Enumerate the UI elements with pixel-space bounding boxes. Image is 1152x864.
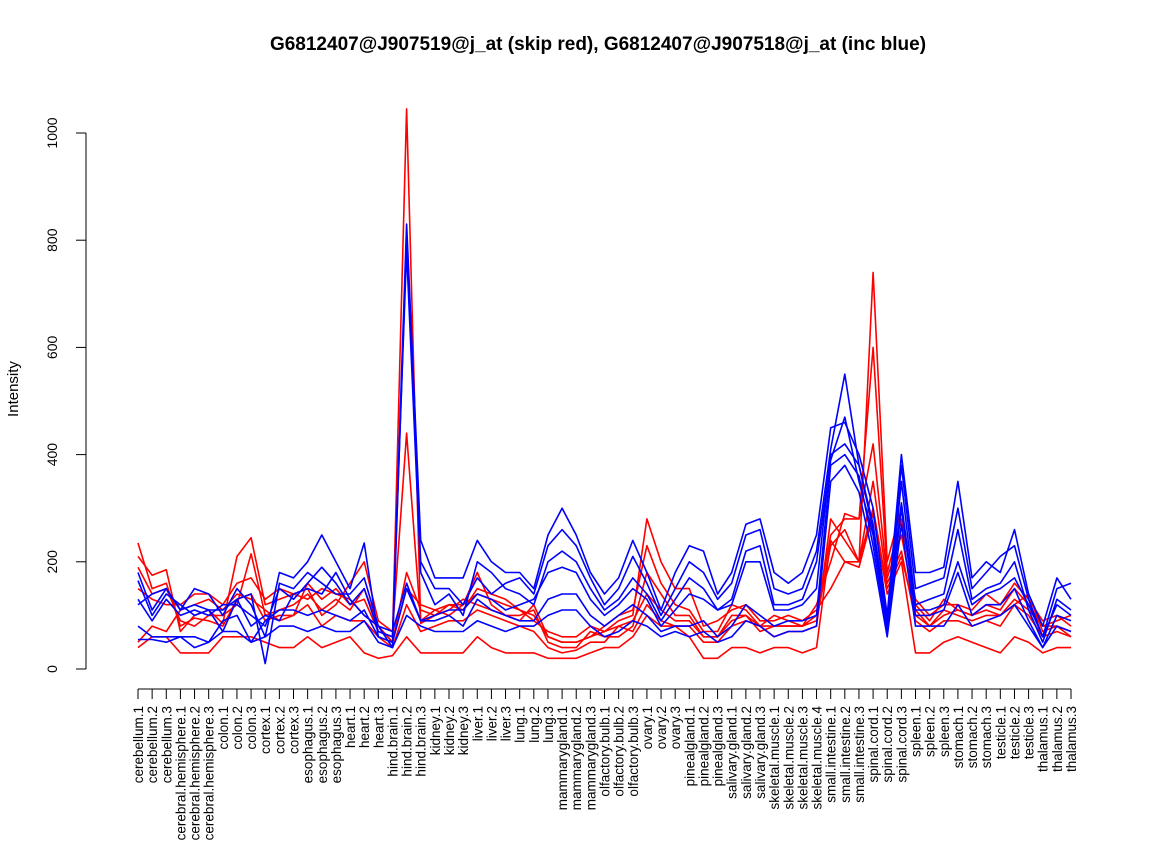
x-tick-label: cerebellum.3 [159,706,174,783]
x-tick-label: stomach.1 [951,706,966,768]
x-tick-label: ovary.1 [640,706,655,749]
x-tick-label: esophagus.1 [301,706,316,783]
series-line-1 [137,108,1072,638]
x-tick-label: salivary.gland.2 [739,706,754,799]
series-line-11 [138,464,1072,649]
x-tick-label: hind.brain.3 [414,706,429,777]
x-tick-label: olfactory.bulb.2 [612,706,627,797]
x-tick-label: skeletal.muscle.4 [810,706,825,810]
x-tick-label: thalamus.2 [1050,706,1065,772]
y-tick-label: 600 [44,336,60,360]
x-tick-label: ovary.3 [668,706,683,749]
series-line-10 [137,453,1072,649]
x-tick-label: lung.1 [513,706,528,743]
y-tick-label: 0 [44,665,60,673]
x-tick-label: heart.2 [357,706,372,748]
x-tick-label: testicle.2 [1007,706,1022,759]
x-tick-label: esophagus.2 [315,706,330,783]
x-tick-label: heart.1 [343,706,358,748]
series-line-6 [137,507,1072,644]
y-tick-label: 1000 [44,117,60,148]
x-tick-label: skeletal.muscle.2 [781,706,796,810]
chart-title: G6812407@J907519@j_at (skip red), G68124… [270,34,926,55]
y-axis: 0 200 400 600 800 1000 [44,117,87,673]
x-tick-label: olfactory.bulb.1 [598,706,613,797]
x-tick-label: liver.3 [499,706,514,741]
x-tick-label: lung.3 [541,706,556,743]
x-tick-label: colon.2 [230,706,245,750]
series-line-5 [137,512,1071,660]
x-tick-label: colon.3 [244,706,259,750]
y-axis-label: Intensity [5,361,22,417]
x-tick-label: heart.3 [371,706,386,748]
x-tick-label: mammarygland.1 [555,706,570,810]
x-tick-label: testicle.3 [1022,706,1037,759]
x-tick-label: kidney.1 [428,706,443,755]
x-tick-label: cerebellum.1 [131,706,146,783]
x-tick-label: salivary.gland.1 [725,706,740,799]
x-tick-label: pinealgland.1 [682,706,697,786]
series-line-7 [137,223,1072,644]
x-axis: cerebellum.1 cerebellum.2 cerebellum.3 cere… [131,688,1079,840]
x-tick-label: skeletal.muscle.1 [767,706,782,810]
x-tick-label: spinal.cord.3 [894,706,909,783]
x-tick-label: small.intestine.3 [852,706,867,803]
y-tick-label: 200 [44,550,60,574]
x-tick-label: cerebral.hemisphere.1 [173,706,188,840]
x-tick-label: skeletal.muscle.3 [795,706,810,810]
x-tick-label: pinealgland.3 [711,706,726,786]
x-tick-label: mammarygland.3 [583,706,598,810]
x-tick-label: spleen.1 [909,706,924,757]
x-tick-label: colon.1 [216,706,231,750]
x-tick-label: pinealgland.2 [696,706,711,786]
x-tick-label: stomach.3 [979,706,994,768]
y-tick-label: 800 [44,228,60,252]
x-tick-label: cerebellum.2 [145,706,160,783]
x-tick-label: hind.brain.1 [385,706,400,777]
series-line-3 [137,443,1072,649]
x-tick-label: spleen.3 [937,706,952,757]
x-tick-label: cortex.3 [287,706,302,754]
series-line-8 [137,239,1072,665]
x-tick-label: cerebral.hemisphere.3 [202,706,217,840]
x-tick-label: spleen.2 [923,706,938,757]
x-tick-label: salivary.gland.3 [753,706,768,799]
x-tick-label: stomach.2 [965,706,980,768]
x-tick-label: liver.1 [470,706,485,741]
x-tick-label: ovary.2 [654,706,669,749]
x-tick-label: cortex.1 [258,706,273,754]
x-tick-label: olfactory.bulb.3 [626,706,641,797]
y-tick-label: 400 [44,443,60,467]
x-tick-label: cortex.2 [272,706,287,754]
x-tick-label: thalamus.3 [1064,706,1079,772]
x-tick-label: thalamus.1 [1036,706,1051,772]
x-tick-label: cerebral.hemisphere.2 [188,706,203,840]
x-tick-label: small.intestine.2 [838,706,853,803]
x-tick-label: small.intestine.1 [824,706,839,803]
x-tick-label: kidney.2 [442,706,457,755]
x-tick-label: spinal.cord.1 [866,706,881,783]
x-tick-label: spinal.cord.2 [880,706,895,783]
x-tick-label: testicle.1 [993,706,1008,759]
x-tick-label: kidney.3 [456,706,471,755]
x-tick-label: mammarygland.2 [569,706,584,810]
series-line-12 [137,443,1072,638]
x-tick-label: liver.2 [484,706,499,741]
x-tick-label: lung.2 [527,706,542,743]
x-tick-label: esophagus.3 [329,706,344,783]
series-layer [137,108,1072,665]
x-tick-label: hind.brain.2 [400,706,415,777]
